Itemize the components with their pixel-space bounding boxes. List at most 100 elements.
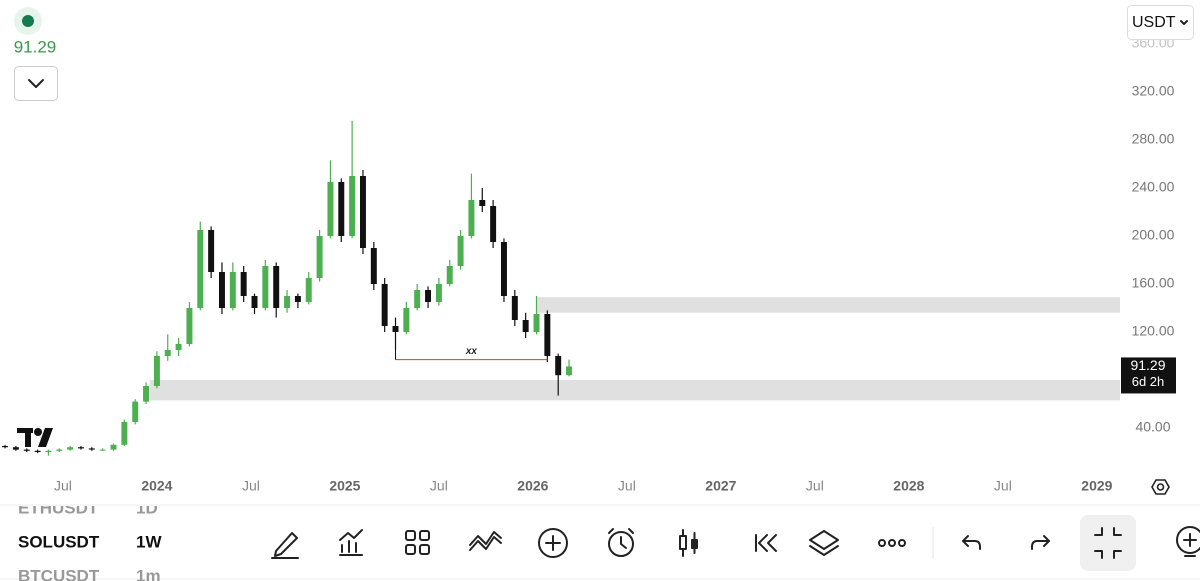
candle-body [511, 296, 518, 320]
candle-body [446, 266, 453, 284]
candle-body [240, 272, 247, 296]
collapse-button[interactable] [14, 66, 58, 101]
candle-body [359, 176, 366, 248]
x-tick-label: Jul [242, 478, 260, 494]
y-tick-label: 120.00 [1132, 323, 1175, 339]
settings-dot [1156, 483, 1165, 491]
currency-selector[interactable]: USDT [1127, 5, 1194, 40]
candle-body [88, 448, 95, 450]
undo-button[interactable] [962, 535, 981, 550]
candle-body [457, 236, 464, 266]
watchlist: ETHUSDT 1D SOLUSDT 1W BTCUSDT 1m [18, 498, 162, 581]
candle-body [522, 320, 529, 332]
currency-button[interactable] [1127, 5, 1194, 40]
candle-body [349, 176, 356, 236]
add-tool[interactable] [538, 528, 568, 558]
symbol[interactable]: SOLUSDT [18, 532, 100, 551]
chevron-down [28, 79, 44, 88]
candle-body [533, 314, 540, 332]
x-tick-label: 2027 [705, 478, 736, 494]
pencil-tool[interactable] [271, 532, 299, 559]
candle-body [435, 284, 442, 302]
candle-body [56, 449, 63, 451]
candle-body [132, 401, 139, 422]
candle-body [414, 290, 421, 308]
candle-body [186, 308, 193, 344]
interval[interactable]: 1D [136, 498, 158, 517]
candle-body [294, 296, 301, 302]
x-tick-label: Jul [806, 478, 824, 494]
fullscreen-button[interactable] [1094, 527, 1122, 559]
chevron [1180, 20, 1188, 25]
chart-type-tool[interactable] [679, 529, 698, 557]
candle-body [34, 450, 41, 452]
candle-body [12, 447, 19, 450]
y-tick-label: 240.00 [1132, 179, 1175, 195]
interval[interactable]: 1m [136, 566, 161, 581]
candle-body [121, 422, 128, 445]
settings-button[interactable] [1151, 479, 1170, 495]
layers-tool[interactable] [809, 530, 839, 556]
x-tick-label: Jul [430, 478, 448, 494]
candle-body [229, 272, 236, 308]
zones [149, 297, 1120, 401]
candle-body [110, 444, 117, 450]
y-tick-label: 160.00 [1132, 275, 1175, 291]
candle-body [500, 242, 507, 296]
candles [2, 120, 573, 456]
x-tick-label: 2024 [141, 478, 172, 494]
candle-body [555, 356, 562, 376]
x-tick-label: 2025 [329, 478, 360, 494]
candle-body [479, 200, 486, 206]
candle-body [77, 447, 84, 449]
x-tick-label: 2029 [1081, 478, 1112, 494]
candle-body [392, 326, 399, 332]
candle-body [305, 278, 312, 302]
symbol[interactable]: BTCUSDT [18, 566, 100, 581]
x-tick-label: Jul [618, 478, 636, 494]
candle-body [45, 450, 52, 452]
candle-body [273, 266, 280, 308]
candle-body [164, 350, 171, 356]
redo-button[interactable] [1031, 535, 1050, 550]
interval[interactable]: 1W [136, 532, 162, 551]
replay-tool[interactable] [755, 534, 777, 552]
candle-body [316, 236, 323, 278]
currency-label: USDT [1132, 14, 1176, 31]
y-tick-label: 200.00 [1132, 227, 1175, 243]
toolbar [271, 515, 1200, 571]
alert-tool[interactable] [608, 528, 634, 557]
candle-body [370, 248, 377, 284]
ideas-button[interactable] [1176, 526, 1200, 557]
x-tick-label: 2028 [893, 478, 924, 494]
candle-body [175, 344, 182, 350]
candle-body [490, 206, 497, 242]
y-tick-label: 40.00 [1135, 419, 1170, 435]
candle-body [218, 272, 225, 308]
y-tick-label: 320.00 [1132, 83, 1175, 99]
indicators-tool[interactable] [339, 529, 363, 556]
layouts-tool[interactable] [405, 530, 430, 555]
candle-body [468, 200, 475, 236]
more-tool[interactable] [878, 539, 906, 547]
patterns-tool[interactable] [469, 531, 502, 551]
x-tick-label: 2026 [517, 478, 548, 494]
y-tick-label: 280.00 [1132, 131, 1175, 147]
status-dot [22, 15, 34, 27]
x-tick-label: Jul [994, 478, 1012, 494]
axes: 40.00 120.00 160.00 200.00 240.00 280.00 320.0… [54, 35, 1175, 494]
candle-body [99, 449, 106, 451]
candle-body [2, 446, 9, 448]
price-zone [536, 297, 1120, 313]
candle-body [23, 449, 30, 451]
candle-body [262, 266, 269, 308]
last-price: 91.29 [14, 37, 57, 56]
symbol[interactable]: ETHUSDT [18, 498, 99, 517]
fullscreen-bg[interactable] [1080, 515, 1136, 571]
candle-body [251, 296, 258, 308]
candle-body [403, 308, 410, 332]
candle-body [544, 314, 551, 356]
